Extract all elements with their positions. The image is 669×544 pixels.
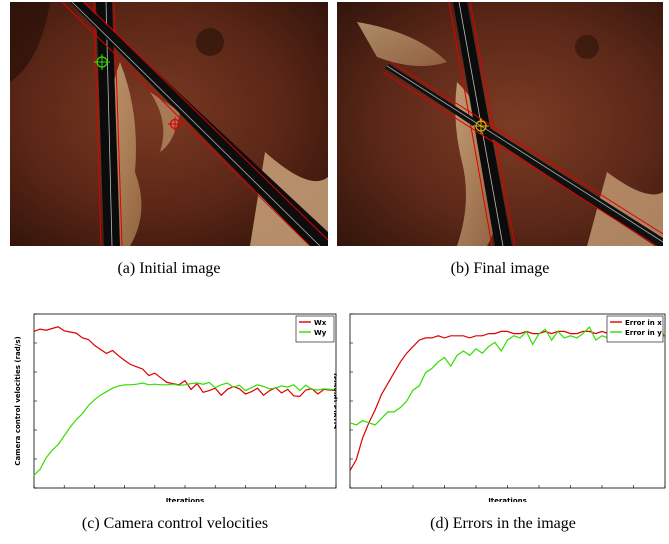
legend: Wx Wy xyxy=(295,315,335,343)
legend-label: Error in y xyxy=(625,329,662,337)
x-axis-label: Iterations xyxy=(488,497,527,502)
camera-velocity-chart: Iterations Camera control velocities (rad… xyxy=(14,313,337,502)
legend-box xyxy=(606,315,664,343)
series-line-error-in-x xyxy=(349,330,665,471)
y-axis-label: Camera control velocities (rad/s) xyxy=(14,336,22,465)
legend-label: Wx xyxy=(314,319,327,327)
initial-image-photo xyxy=(10,2,328,246)
target-marker-green xyxy=(94,54,110,70)
caption-b: (b) Final image xyxy=(450,260,550,277)
caption-d: (d) Errors in the image xyxy=(430,515,576,532)
target-marker-final xyxy=(473,118,489,134)
final-image-photo xyxy=(337,2,663,246)
caption-a: (a) Initial image xyxy=(117,260,221,277)
legend: Error in x Error in y xyxy=(606,315,664,343)
series-line-wy xyxy=(33,381,337,476)
y-axis-label: Errors (pixels) xyxy=(334,373,338,429)
x-axis-label: Iterations xyxy=(166,497,205,502)
final-image xyxy=(337,2,663,246)
plot-frame xyxy=(33,313,337,489)
legend-box xyxy=(295,315,335,343)
series-line-wx xyxy=(33,326,337,398)
legend-label: Wy xyxy=(314,329,327,337)
initial-image xyxy=(10,2,328,246)
legend-label: Error in x xyxy=(625,319,662,327)
target-marker-red xyxy=(168,117,182,131)
caption-c: (c) Camera control velocities xyxy=(81,515,269,532)
